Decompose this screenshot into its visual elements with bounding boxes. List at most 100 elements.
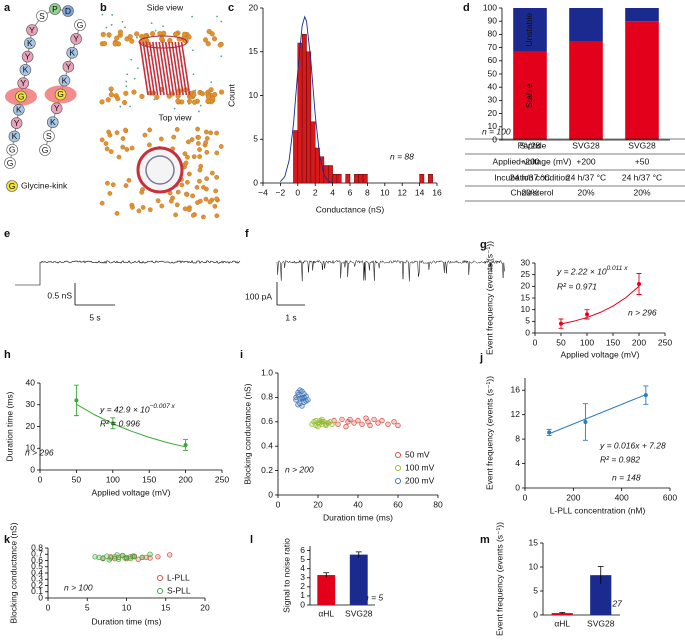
legend-symbol xyxy=(6,180,18,192)
water xyxy=(110,90,112,93)
scatter-point xyxy=(371,416,377,423)
y-tick-label: 70 xyxy=(488,42,498,52)
table-cell: 24 h/37 °C xyxy=(510,172,550,182)
scatter-point xyxy=(313,417,319,424)
legend-marker xyxy=(394,451,402,459)
lipid xyxy=(181,31,188,37)
x-tick-label: 200 xyxy=(179,474,193,484)
water xyxy=(110,23,113,26)
residue xyxy=(8,130,21,143)
sample-size: n > 200 xyxy=(285,464,314,474)
lipid xyxy=(197,147,202,152)
scatter-point xyxy=(114,552,120,558)
barrel-strand xyxy=(171,41,181,96)
barrel-strand xyxy=(148,41,159,96)
legend-letter: G xyxy=(9,181,16,191)
residue xyxy=(17,77,30,89)
lipid xyxy=(173,212,178,218)
histogram-bar xyxy=(332,174,338,184)
y-tick-label: 0 xyxy=(515,482,520,492)
sample-size: n > 296 xyxy=(628,307,657,317)
lipid xyxy=(195,126,200,132)
residue-letter: G xyxy=(77,20,84,30)
x-axis-title: Duration time (ms) xyxy=(92,616,162,626)
water xyxy=(124,26,126,29)
table-header: Peptide xyxy=(518,140,547,150)
bar-segment xyxy=(625,21,659,141)
y-tick-label: 5 xyxy=(253,134,258,144)
water xyxy=(216,15,218,18)
residue xyxy=(54,88,67,101)
residue-letter: Y xyxy=(73,34,79,44)
x-tick-label: 600 xyxy=(663,492,677,502)
table-cell: SVG28 xyxy=(628,140,656,150)
data-point xyxy=(637,282,641,286)
current-trace xyxy=(276,259,505,282)
x-tick-label: 100 xyxy=(580,337,594,347)
x-tick-label: αHL xyxy=(554,618,570,628)
lipid xyxy=(126,177,132,183)
residue xyxy=(23,37,36,50)
lipid xyxy=(134,31,140,37)
residue xyxy=(36,10,48,22)
x-tick-label: 0 xyxy=(46,602,51,612)
residue-letter: G xyxy=(9,144,16,154)
bar-segment xyxy=(569,41,603,140)
scatter-point xyxy=(363,415,369,421)
y-tick-label: 30 xyxy=(488,95,498,105)
lipid xyxy=(204,150,210,155)
histogram-bar xyxy=(362,174,368,184)
lipid xyxy=(127,34,133,40)
water xyxy=(191,15,194,18)
lipid xyxy=(195,200,200,205)
water xyxy=(150,22,153,25)
lipid xyxy=(100,31,106,38)
y-tick-label: 12 xyxy=(511,409,521,419)
lipid xyxy=(142,132,148,138)
lipid xyxy=(197,154,202,159)
y-tick-label: 4 xyxy=(300,563,305,573)
bar-segment xyxy=(569,8,603,41)
legend-text: Glycine-kink xyxy=(21,180,68,190)
lipid xyxy=(159,203,165,209)
panel-label: a xyxy=(4,2,11,14)
x-tick-label: 40 xyxy=(353,499,363,509)
y-axis-title: Count xyxy=(226,84,236,107)
data-point xyxy=(183,442,188,447)
fit-equation: y = 42.9 × 10−0.007 x xyxy=(99,403,175,415)
y-tick-label: 0.6 xyxy=(31,555,43,565)
residue-letter: Y xyxy=(29,25,35,35)
scatter-point xyxy=(299,394,305,401)
lipid xyxy=(99,99,105,105)
x-tick-label: 60 xyxy=(393,499,403,509)
x-tick-label: 150 xyxy=(142,474,156,484)
residue-letter: K xyxy=(62,75,68,85)
x-tick-label: 200 xyxy=(566,492,580,502)
x-tick-label: SVG28 xyxy=(345,608,373,618)
panel-label: k xyxy=(4,534,11,546)
water xyxy=(101,13,104,16)
scatter-point xyxy=(375,420,381,426)
lipid xyxy=(147,207,153,213)
lipid xyxy=(205,41,211,47)
x-tick-label: 50 xyxy=(556,337,566,347)
lipid xyxy=(218,89,225,95)
water xyxy=(125,85,128,88)
y-tick-label: 0.5 xyxy=(31,561,43,571)
lipid xyxy=(150,31,156,37)
barrel-strand xyxy=(152,41,162,96)
barrel-strand xyxy=(180,41,191,96)
y-tick-label: 30 xyxy=(521,257,531,267)
barrel-strand xyxy=(139,41,149,96)
residue-letter: K xyxy=(23,65,29,75)
y-tick-label: 15 xyxy=(529,537,539,547)
legend-marker xyxy=(394,464,402,472)
pore-top xyxy=(136,146,184,194)
residue xyxy=(10,117,23,129)
residue xyxy=(26,24,38,36)
water xyxy=(105,26,108,29)
lipid xyxy=(171,134,177,140)
water xyxy=(136,36,138,39)
y-axis-title: Event frequency (events (s⁻¹)) xyxy=(494,522,504,636)
histogram-bar xyxy=(328,165,333,184)
